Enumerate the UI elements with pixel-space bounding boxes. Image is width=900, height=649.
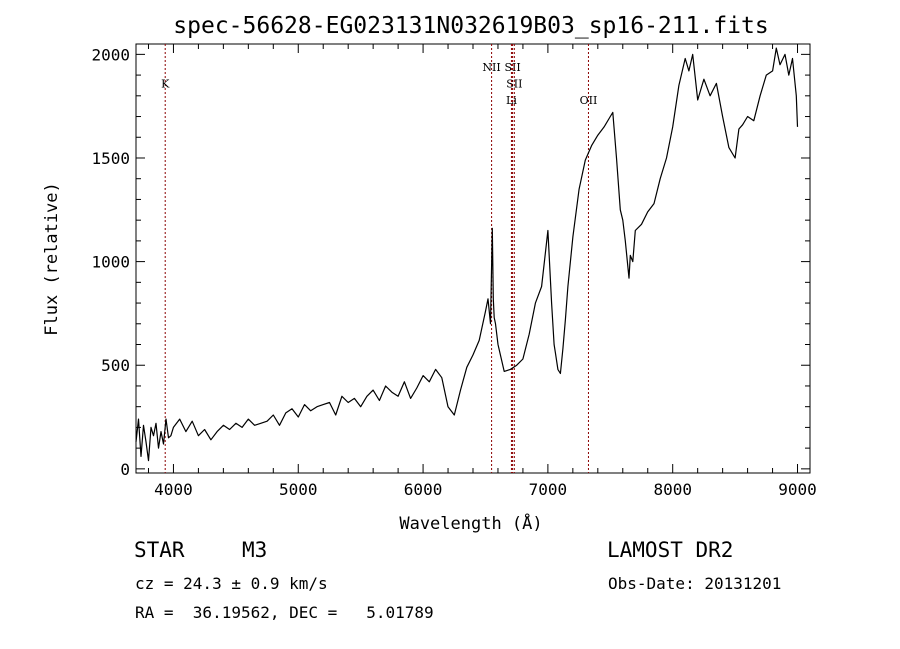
line-marker-label: Li bbox=[506, 94, 517, 107]
x-axis-label: Wavelength (Å) bbox=[399, 512, 542, 534]
line-marker-label: SII bbox=[504, 61, 520, 74]
chart-title: spec-56628-EG023131N032619B03_sp16-211.f… bbox=[173, 13, 768, 39]
x-tick-label: 9000 bbox=[778, 480, 817, 499]
subclass-label: M3 bbox=[242, 538, 268, 562]
y-axis-label: Flux (relative) bbox=[42, 182, 62, 336]
class-label: STAR bbox=[134, 538, 185, 562]
x-tick-label: 7000 bbox=[529, 480, 568, 499]
coordinates: RA = 36.19562, DEC = 5.01789 bbox=[135, 603, 434, 622]
survey-label: LAMOST DR2 bbox=[607, 538, 734, 562]
line-marker-label: NII bbox=[482, 61, 500, 74]
y-tick-label: 2000 bbox=[91, 45, 130, 64]
line-marker-label: K bbox=[161, 78, 170, 91]
y-tick-label: 0 bbox=[120, 460, 130, 479]
y-tick-label: 1000 bbox=[91, 253, 130, 272]
spectrum-line bbox=[135, 47, 799, 462]
obs-date: Obs-Date: 20131201 bbox=[608, 574, 782, 593]
line-marker-label: OII bbox=[580, 94, 598, 107]
x-tick-label: 4000 bbox=[154, 480, 193, 499]
y-tick-label: 500 bbox=[101, 356, 130, 375]
cz-value: cz = 24.3 ± 0.9 km/s bbox=[135, 574, 328, 593]
line-marker-label: SII bbox=[506, 78, 522, 91]
x-tick-label: 8000 bbox=[653, 480, 692, 499]
plot-frame bbox=[135, 43, 811, 474]
y-tick-label: 1500 bbox=[91, 149, 130, 168]
x-tick-label: 5000 bbox=[279, 480, 318, 499]
plot-area: 4000 5000 6000 7000 8000 9000 0 500 1000 1500 2000… bbox=[91, 43, 817, 499]
x-tick-label: 6000 bbox=[404, 480, 443, 499]
